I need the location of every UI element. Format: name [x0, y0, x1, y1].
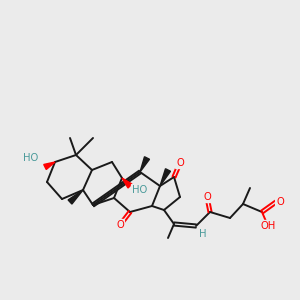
Text: OH: OH — [260, 221, 276, 231]
Text: HO: HO — [23, 153, 38, 163]
Polygon shape — [160, 169, 170, 186]
Polygon shape — [68, 190, 83, 204]
Text: O: O — [116, 220, 124, 230]
Text: O: O — [203, 192, 211, 202]
Text: H: H — [199, 229, 207, 239]
Polygon shape — [122, 178, 132, 188]
Polygon shape — [140, 157, 149, 172]
Polygon shape — [44, 162, 55, 169]
Text: HO: HO — [132, 185, 147, 195]
Text: O: O — [176, 158, 184, 168]
Text: O: O — [276, 197, 284, 207]
